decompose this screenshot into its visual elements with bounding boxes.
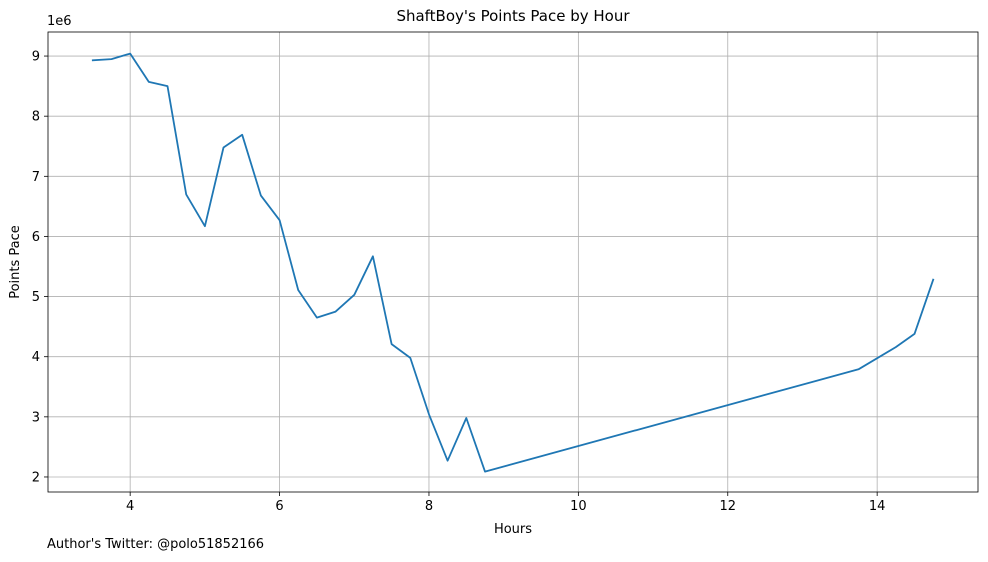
x-tick-label: 10 (570, 499, 587, 514)
x-tick-label: 4 (126, 499, 134, 514)
y-tick-label: 4 (32, 350, 40, 365)
x-tick-label: 12 (719, 499, 736, 514)
y-tick-label: 9 (32, 50, 40, 65)
series-line (91, 52, 935, 473)
plot-area (91, 52, 935, 473)
y-tick-label: 6 (32, 230, 40, 245)
chart-title: ShaftBoy's Points Pace by Hour (396, 7, 630, 25)
y-tick-label: 3 (32, 410, 40, 425)
axes-frame (47, 31, 979, 493)
y-axis-scale-label: 1e6 (47, 14, 72, 29)
grid-lines (48, 32, 978, 492)
x-tick-label: 14 (869, 499, 886, 514)
y-tick-label: 8 (32, 110, 40, 125)
x-axis-label: Hours (494, 522, 532, 537)
x-tick-label: 8 (425, 499, 433, 514)
axes: 4 6 8 10 12 14 2 3 4 5 6 7 8 9 (32, 31, 979, 514)
author-twitter-credit: Author's Twitter: @polo51852166 (47, 537, 265, 552)
y-tick-label: 2 (32, 470, 40, 485)
y-tick-label: 7 (32, 170, 40, 185)
x-tick-label: 6 (275, 499, 283, 514)
y-axis-label: Points Pace (8, 225, 23, 299)
y-tick-label: 5 (32, 290, 40, 305)
